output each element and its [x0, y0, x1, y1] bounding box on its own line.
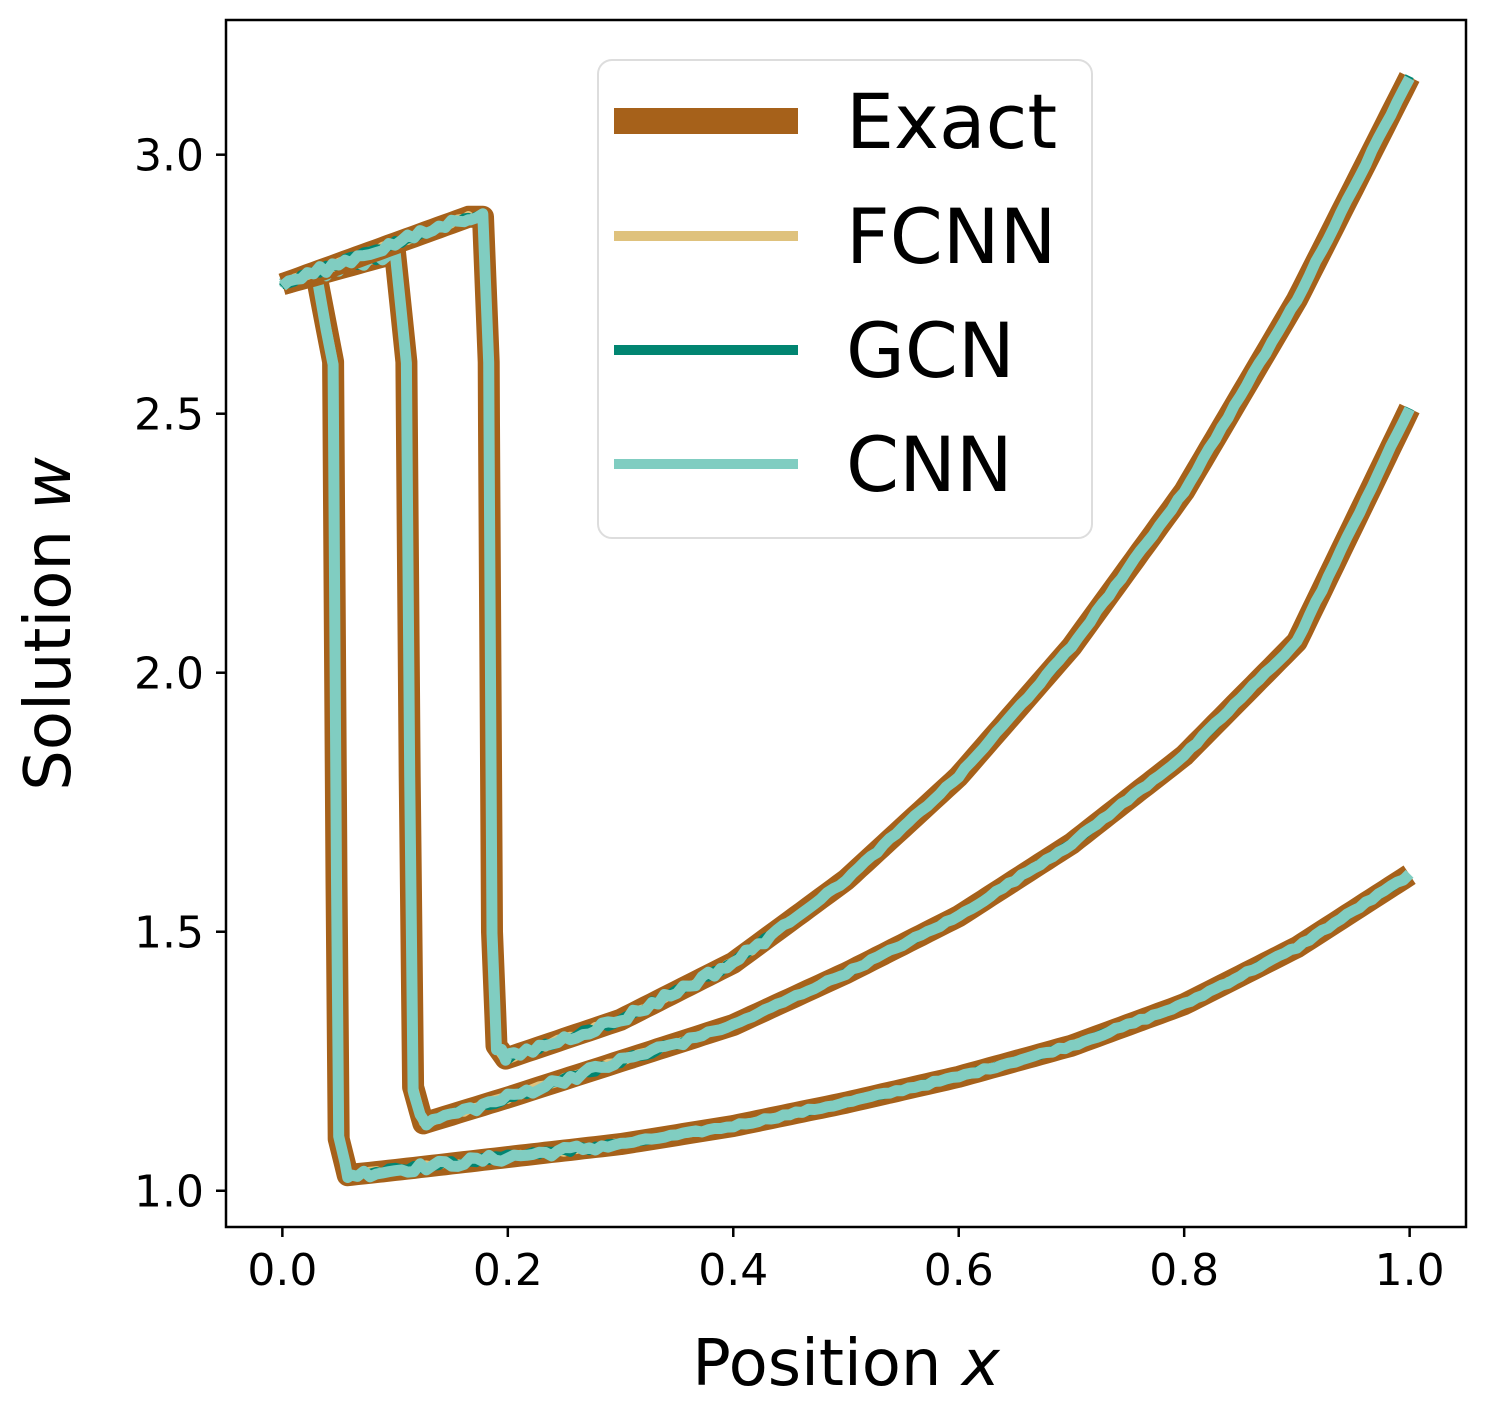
- legend-box: [597, 59, 1093, 539]
- x-tick-label: 0.6: [924, 1245, 994, 1296]
- y-tick-label: 3.0: [134, 131, 204, 182]
- y-tick-label: 1.0: [134, 1167, 204, 1218]
- y-tick-label: 1.5: [134, 908, 204, 959]
- x-tick-label: 0.8: [1149, 1245, 1219, 1296]
- x-axis-ticks: 0.0 0.2 0.4 0.6 0.8 1.0: [247, 1227, 1445, 1296]
- y-axis-ticks: 1.0 1.5 2.0 2.5 3.0: [134, 131, 226, 1218]
- x-tick-label: 0.0: [247, 1245, 317, 1296]
- line-cnn-curve-2: [278, 246, 1415, 1131]
- y-tick-label: 2.5: [134, 390, 204, 441]
- line-cnn-curve-3: [278, 75, 1415, 1066]
- x-tick-label: 1.0: [1375, 1245, 1445, 1296]
- x-tick-label: 0.2: [473, 1245, 543, 1296]
- plot-frame: [224, 18, 1468, 1229]
- y-tick-label: 2.0: [134, 649, 204, 700]
- line-cnn-curve-1: [279, 266, 1414, 1183]
- y-axis-label: Solution w: [12, 457, 86, 791]
- legend-label-cnn: CNN: [846, 420, 1013, 509]
- legend-label-gcn: GCN: [846, 306, 1015, 395]
- legend-label-fcnn: FCNN: [846, 192, 1056, 281]
- x-axis-label: Position x: [692, 1327, 1001, 1401]
- legend: Exact FCNN GCN CNN: [597, 59, 1093, 539]
- plot-lines: [277, 72, 1420, 1187]
- legend-label-exact: Exact: [846, 77, 1057, 166]
- x-tick-label: 0.4: [698, 1245, 768, 1296]
